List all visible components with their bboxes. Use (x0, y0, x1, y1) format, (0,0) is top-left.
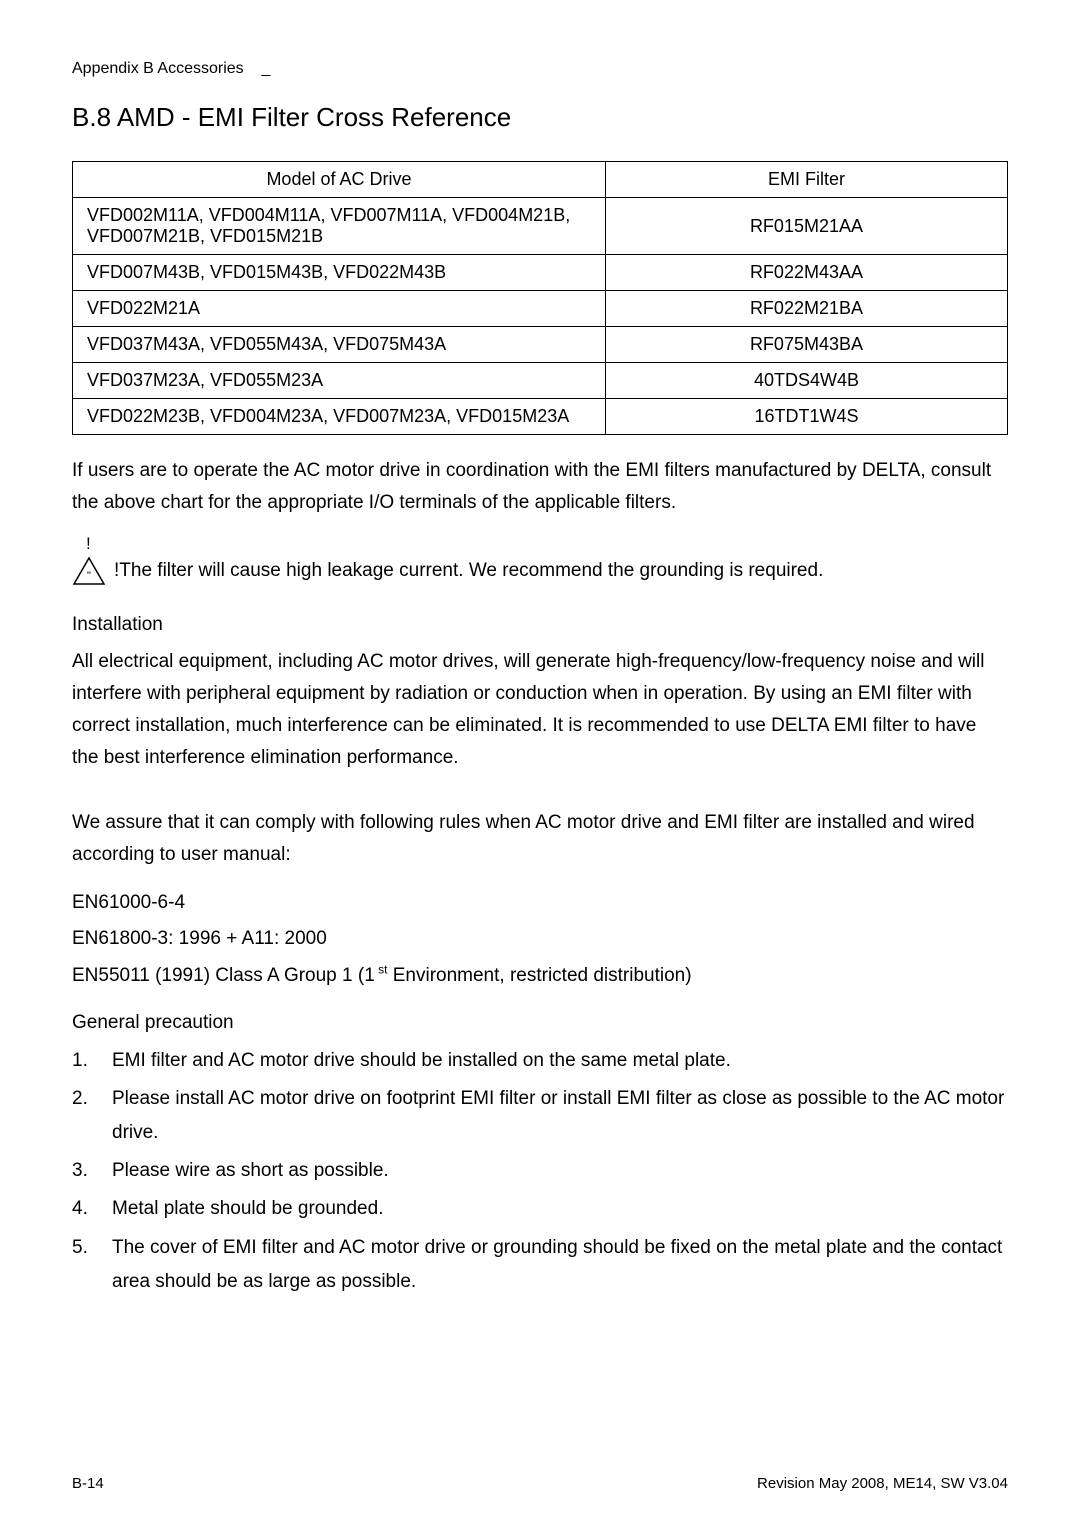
table-row: VFD002M11A, VFD004M11A, VFD007M11A, VFD0… (73, 198, 1008, 255)
page-footer: B-14 Revision May 2008, ME14, SW V3.04 (72, 1475, 1008, 1492)
list-item: 1. EMI filter and AC motor drive should … (72, 1044, 1008, 1078)
breadcrumb-sep: _ (261, 60, 270, 77)
cell-model: VFD037M43A, VFD055M43A, VFD075M43A (73, 327, 606, 363)
table-row: VFD037M23A, VFD055M23A 40TDS4W4B (73, 363, 1008, 399)
cell-model: VFD037M23A, VFD055M23A (73, 363, 606, 399)
list-text: The cover of EMI filter and AC motor dri… (112, 1231, 1008, 1299)
standard-1: EN61000-6-4 (72, 885, 1008, 921)
svg-text:": " (87, 570, 91, 582)
intro-paragraph: If users are to operate the AC motor dri… (72, 455, 1008, 520)
cell-filter: 40TDS4W4B (605, 363, 1007, 399)
list-number: 1. (72, 1044, 112, 1078)
list-item: 3. Please wire as short as possible. (72, 1154, 1008, 1188)
breadcrumb-text: Appendix B Accessories (72, 60, 244, 77)
list-number: 4. (72, 1192, 112, 1226)
warning-exclaim: ! (86, 534, 1008, 554)
emi-filter-table: Model of AC Drive EMI Filter VFD002M11A,… (72, 161, 1008, 435)
table-header-filter: EMI Filter (605, 162, 1007, 198)
cell-model: VFD002M11A, VFD004M11A, VFD007M11A, VFD0… (73, 198, 606, 255)
precaution-list: 1. EMI filter and AC motor drive should … (72, 1044, 1008, 1299)
table-row: VFD037M43A, VFD055M43A, VFD075M43A RF075… (73, 327, 1008, 363)
list-number: 5. (72, 1231, 112, 1299)
list-text: Metal plate should be grounded. (112, 1192, 1008, 1226)
list-number: 3. (72, 1154, 112, 1188)
cell-filter: RF022M21BA (605, 291, 1007, 327)
list-item: 5. The cover of EMI filter and AC motor … (72, 1231, 1008, 1299)
table-row: VFD022M23B, VFD004M23A, VFD007M23A, VFD0… (73, 399, 1008, 435)
warning-block: ! " !The filter will cause high leakage … (72, 534, 1008, 586)
standard-3: EN55011 (1991) Class A Group 1 (1 st Env… (72, 958, 1008, 994)
table-row: VFD022M21A RF022M21BA (73, 291, 1008, 327)
cell-filter: RF022M43AA (605, 255, 1007, 291)
list-item: 4. Metal plate should be grounded. (72, 1192, 1008, 1226)
std3-sup: st (375, 962, 388, 976)
std3-prefix: EN55011 (1991) Class A Group 1 (1 (72, 965, 375, 986)
table-header-model: Model of AC Drive (73, 162, 606, 198)
installation-para1: All electrical equipment, including AC m… (72, 646, 1008, 775)
installation-para2: We assure that it can comply with follow… (72, 807, 1008, 872)
list-number: 2. (72, 1082, 112, 1150)
standard-2: EN61800-3: 1996 + A11: 2000 (72, 921, 1008, 957)
list-text: Please wire as short as possible. (112, 1154, 1008, 1188)
cell-model: VFD022M23B, VFD004M23A, VFD007M23A, VFD0… (73, 399, 606, 435)
list-text: EMI filter and AC motor drive should be … (112, 1044, 1008, 1078)
section-title: B.8 AMD - EMI Filter Cross Reference (72, 102, 1008, 133)
table-row: VFD007M43B, VFD015M43B, VFD022M43B RF022… (73, 255, 1008, 291)
cell-model: VFD007M43B, VFD015M43B, VFD022M43B (73, 255, 606, 291)
footer-page-number: B-14 (72, 1475, 104, 1492)
header-breadcrumb: Appendix B Accessories _ (72, 60, 1008, 78)
list-item: 2. Please install AC motor drive on foot… (72, 1082, 1008, 1150)
cell-model: VFD022M21A (73, 291, 606, 327)
cell-filter: RF075M43BA (605, 327, 1007, 363)
footer-revision: Revision May 2008, ME14, SW V3.04 (757, 1475, 1008, 1492)
warning-text: !The filter will cause high leakage curr… (114, 557, 823, 586)
list-text: Please install AC motor drive on footpri… (112, 1082, 1008, 1150)
warning-triangle-icon: " (72, 556, 106, 586)
cell-filter: RF015M21AA (605, 198, 1007, 255)
precaution-heading: General precaution (72, 1012, 1008, 1034)
std3-suffix: Environment, restricted distribution) (387, 965, 691, 986)
installation-heading: Installation (72, 614, 1008, 636)
cell-filter: 16TDT1W4S (605, 399, 1007, 435)
